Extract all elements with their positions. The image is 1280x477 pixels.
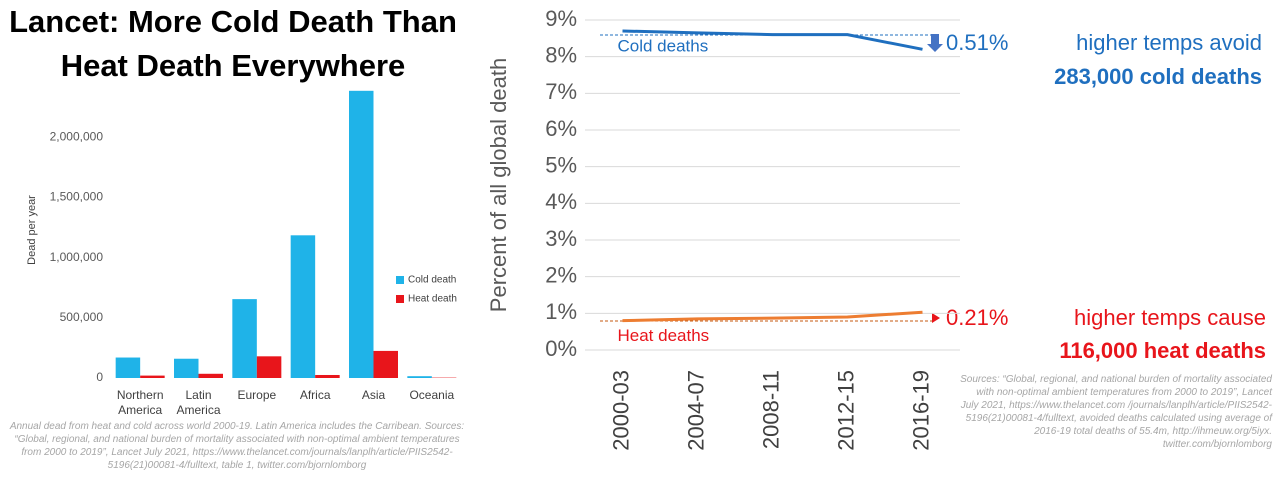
y-tick-label: 1,000,000: [50, 250, 104, 264]
bar: [315, 374, 340, 378]
footnote: Annual dead from heat and cold across wo…: [9, 421, 465, 471]
y-tick-label: 0: [96, 370, 103, 384]
annotation: higher temps cause: [1074, 305, 1266, 330]
chart-title: Lancet: More Cold Death Than Heat Death …: [9, 4, 457, 83]
legend-label: Cold death: [408, 275, 456, 286]
y-tick-label: 9%: [545, 6, 577, 31]
bar: [407, 376, 432, 378]
annotation: 116,000 heat deaths: [1059, 338, 1266, 363]
x-tick-label: 2008-11: [758, 370, 783, 449]
x-tick-label: Asia: [362, 388, 386, 402]
x-tick-label: Europe: [237, 388, 276, 402]
annotation: 0.51%: [946, 30, 1008, 55]
y-axis-label: Dead per year: [26, 195, 38, 265]
line: [622, 310, 923, 323]
x-tick-label: Oceania: [409, 388, 454, 402]
y-tick-label: 2%: [545, 262, 577, 287]
footnote: Sources: “Global, regional, and national…: [960, 374, 1272, 450]
x-tick-label: Africa: [300, 388, 331, 402]
annotation: higher temps avoid: [1076, 30, 1262, 55]
x-tick-label: Latin America: [176, 388, 220, 417]
right-arrow: [932, 313, 940, 323]
bar: [232, 299, 257, 378]
y-tick-label: 1%: [545, 299, 577, 324]
annotation: 0.21%: [946, 305, 1008, 330]
y-tick-label: 2,000,000: [50, 129, 104, 143]
y-tick-label: 7%: [545, 79, 577, 104]
bar: [256, 356, 282, 378]
legend-label: Heat death: [408, 294, 457, 305]
x-tick-label: 2000-03: [608, 370, 633, 451]
annotation: 283,000 cold deaths: [1054, 64, 1262, 89]
bar: [198, 373, 223, 378]
y-tick-label: 4%: [545, 189, 577, 214]
bar: [174, 358, 199, 378]
x-tick-label: 2016-19: [908, 370, 933, 451]
x-tick-label: 2012-15: [833, 370, 858, 451]
series-label: Cold deaths: [618, 36, 709, 55]
bar: [115, 357, 141, 378]
bar: [373, 350, 398, 378]
y-tick-label: 1,500,000: [50, 190, 104, 204]
y-tick-label: 8%: [545, 42, 577, 67]
x-tick-label: Northern America: [117, 388, 164, 417]
bar: [140, 375, 165, 378]
y-tick-label: 500,000: [60, 310, 104, 324]
y-tick-label: 3%: [545, 226, 577, 251]
series-label: Heat deaths: [618, 326, 710, 345]
y-tick-label: 5%: [545, 152, 577, 177]
y-axis-label: Percent of all global death: [486, 58, 511, 312]
x-tick-label: 2004-07: [683, 370, 708, 451]
bar: [349, 90, 374, 379]
y-tick-label: 0%: [545, 336, 577, 361]
y-tick-label: 6%: [545, 116, 577, 141]
bar: [290, 235, 316, 378]
down-arrow: [927, 34, 943, 52]
legend-swatch: [396, 295, 404, 303]
legend-swatch: [396, 276, 404, 284]
line: [622, 29, 923, 51]
